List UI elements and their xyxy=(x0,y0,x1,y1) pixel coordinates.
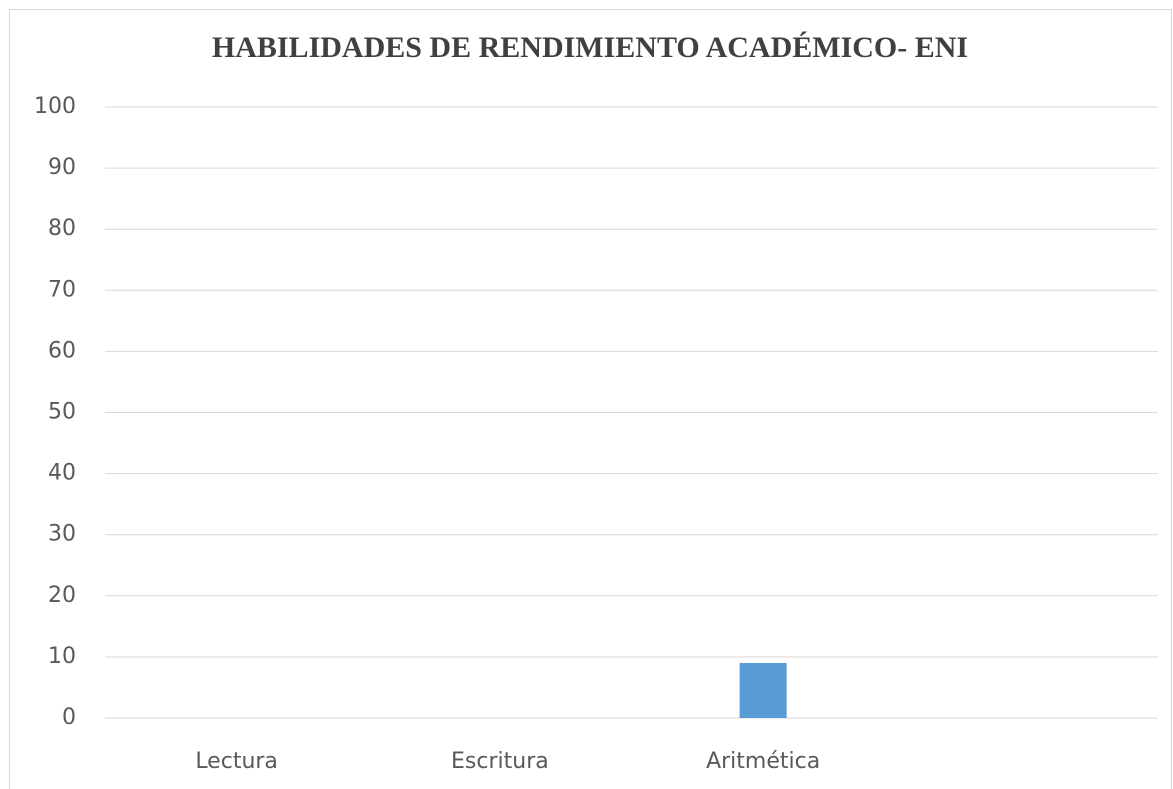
y-tick-label: 50 xyxy=(48,400,76,425)
bar xyxy=(739,663,787,718)
x-tick-label: Escritura xyxy=(451,749,549,774)
y-tick-label: 0 xyxy=(62,705,76,730)
y-tick-label: 40 xyxy=(48,461,76,486)
y-tick-label: 30 xyxy=(48,522,76,547)
y-tick-label: 20 xyxy=(48,583,76,608)
x-tick-label: Lectura xyxy=(195,749,278,774)
y-tick-label: 70 xyxy=(48,277,76,302)
chart-frame xyxy=(9,9,1172,789)
y-tick-label: 100 xyxy=(34,94,76,119)
y-tick-label: 10 xyxy=(48,644,76,669)
y-tick-label: 60 xyxy=(48,338,76,363)
y-tick-label: 90 xyxy=(48,155,76,180)
x-tick-label: Aritmética xyxy=(706,749,820,774)
chart-title: HABILIDADES DE RENDIMIENTO ACADÉMICO- EN… xyxy=(212,31,968,64)
y-tick-label: 80 xyxy=(48,216,76,241)
